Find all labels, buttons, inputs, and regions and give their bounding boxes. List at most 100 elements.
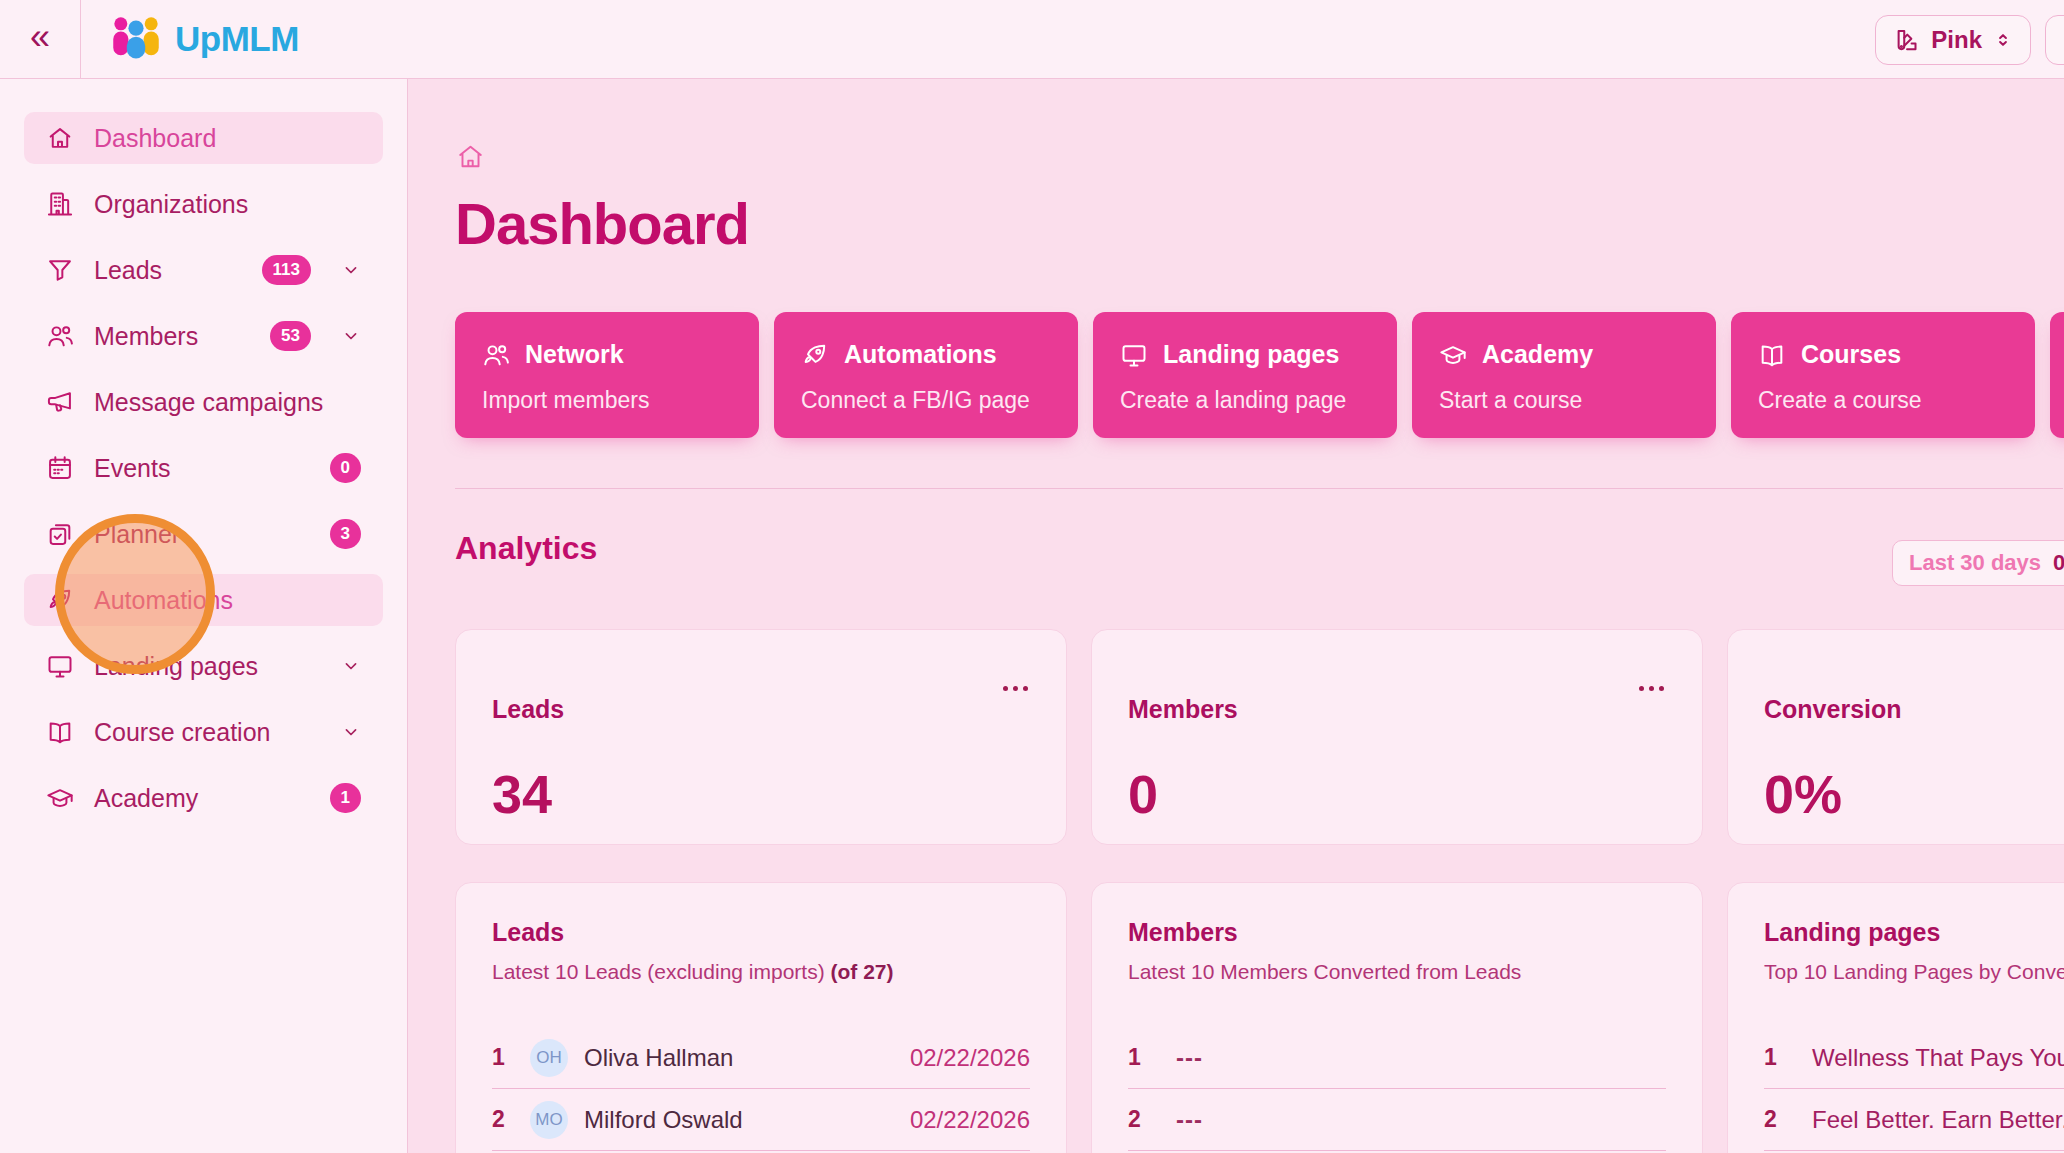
landing-page-title: Feel Better. Earn Better.	[1812, 1106, 2064, 1134]
quick-action-automations[interactable]: Automations Connect a FB/IG page	[774, 312, 1078, 438]
theme-select[interactable]: Pink	[1875, 15, 2031, 65]
lead-date: 02/22/2026	[910, 1106, 1030, 1134]
lead-row[interactable]: 2 MO Milford Oswald 02/22/2026	[492, 1089, 1030, 1151]
leads-count-badge: 113	[262, 255, 311, 285]
sidebar-item-label: Organizations	[94, 190, 248, 219]
landing-page-row[interactable]: 2 Feel Better. Earn Better.	[1764, 1089, 2064, 1151]
quick-action-cutoff[interactable]	[2050, 312, 2064, 438]
chevrons-up-down-icon	[1993, 30, 2013, 50]
chevrons-left-icon: «	[30, 19, 50, 55]
upmlm-logo-icon	[110, 15, 162, 63]
lead-row[interactable]: 1 OH Oliva Hallman 02/22/2026	[492, 1027, 1030, 1089]
landing-page-row[interactable]: 1 Wellness That Pays You Back	[1764, 1027, 2064, 1089]
sidebar-item-planner[interactable]: Planner 3	[24, 508, 383, 560]
sidebar-item-course-creation[interactable]: Course creation	[24, 706, 383, 758]
stat-card-members: Members 0	[1091, 629, 1703, 845]
avatar: MO	[530, 1101, 568, 1139]
sidebar-item-label: Automations	[94, 586, 233, 615]
lead-name: Oliva Hallman	[584, 1044, 733, 1072]
member-placeholder: ---	[1176, 1106, 1203, 1134]
sidebar-item-label: Landing pages	[94, 652, 258, 681]
sidebar-item-members[interactable]: Members 53	[24, 310, 383, 362]
stat-value: 0%	[1764, 764, 2064, 824]
lists-row: Leads Latest 10 Leads (excluding imports…	[455, 882, 2064, 1153]
breadcrumb-home-icon[interactable]	[455, 141, 486, 172]
member-placeholder: ---	[1176, 1044, 1203, 1072]
member-row[interactable]: 2 ---	[1128, 1089, 1666, 1151]
sidebar-item-label: Members	[94, 322, 198, 351]
sidebar-item-automations[interactable]: Automations	[24, 574, 383, 626]
app-name: UpMLM	[175, 19, 299, 59]
sidebar-item-label: Leads	[94, 256, 162, 285]
sidebar-item-label: Planner	[94, 520, 180, 549]
quick-action-title: Landing pages	[1163, 340, 1339, 369]
sidebar-item-label: Message campaigns	[94, 388, 323, 417]
users-icon	[46, 322, 74, 350]
row-number: 1	[1128, 1044, 1150, 1071]
stat-card-conversion: Conversion 0%	[1727, 629, 2064, 845]
quick-action-title: Network	[525, 340, 624, 369]
stat-title: Leads	[492, 694, 1026, 724]
chevron-down-icon[interactable]	[341, 326, 361, 346]
page-title: Dashboard	[455, 192, 2064, 256]
sidebar-item-landing-pages[interactable]: Landing pages	[24, 640, 383, 692]
quick-action-landing-pages[interactable]: Landing pages Create a landing page	[1093, 312, 1397, 438]
list-card-members: Members Latest 10 Members Converted from…	[1091, 882, 1703, 1153]
sidebar-item-label: Events	[94, 454, 170, 483]
sidebar-item-label: Course creation	[94, 718, 270, 747]
row-number: 1	[492, 1044, 514, 1071]
sidebar-item-organizations[interactable]: Organizations	[24, 178, 383, 230]
section-divider	[455, 488, 2063, 489]
theme-select-value: Pink	[1931, 26, 1982, 54]
chevron-down-icon[interactable]	[341, 722, 361, 742]
date-range-value: 01/2	[2053, 550, 2064, 576]
quick-action-subtitle: Import members	[482, 387, 732, 414]
row-number: 2	[1128, 1106, 1150, 1133]
list-subtitle: Latest 10 Members Converted from Leads	[1128, 959, 1666, 985]
quick-actions-row: Network Import members Automations Conne…	[455, 312, 2064, 438]
funnel-icon	[46, 256, 74, 284]
swatch-book-icon	[1893, 27, 1920, 54]
graduation-cap-icon	[46, 784, 74, 812]
stat-card-leads: Leads 34	[455, 629, 1067, 845]
quick-action-subtitle: Create a landing page	[1120, 387, 1370, 414]
ellipsis-menu-icon[interactable]	[1003, 686, 1028, 691]
analytics-heading: Analytics	[455, 527, 2064, 569]
quick-action-subtitle: Start a course	[1439, 387, 1689, 414]
chevron-down-icon[interactable]	[341, 260, 361, 280]
quick-action-academy[interactable]: Academy Start a course	[1412, 312, 1716, 438]
sidebar-item-dashboard[interactable]: Dashboard	[24, 112, 383, 164]
calendar-icon	[46, 454, 74, 482]
monitor-icon	[46, 652, 74, 680]
chevron-down-icon[interactable]	[341, 656, 361, 676]
quick-action-courses[interactable]: Courses Create a course	[1731, 312, 2035, 438]
users-icon	[482, 341, 510, 369]
row-number: 2	[1764, 1106, 1786, 1133]
avatar: OH	[530, 1039, 568, 1077]
main-content: Dashboard Network Import members Automat…	[408, 79, 2064, 1153]
sidebar-collapse-button[interactable]: «	[0, 0, 81, 78]
ellipsis-menu-icon[interactable]	[1639, 686, 1664, 691]
rocket-icon	[46, 586, 74, 614]
planner-count-badge: 3	[330, 519, 361, 549]
quick-action-network[interactable]: Network Import members	[455, 312, 759, 438]
lead-date: 02/22/2026	[910, 1044, 1030, 1072]
sidebar-item-academy[interactable]: Academy 1	[24, 772, 383, 824]
date-range-picker[interactable]: Last 30 days 01/2	[1892, 540, 2064, 586]
quick-action-title: Courses	[1801, 340, 1901, 369]
topbar-cutoff-button[interactable]	[2045, 15, 2064, 65]
app-logo[interactable]: UpMLM	[110, 15, 299, 63]
lead-name: Milford Oswald	[584, 1106, 743, 1134]
sidebar-item-leads[interactable]: Leads 113	[24, 244, 383, 296]
sidebar-item-events[interactable]: Events 0	[24, 442, 383, 494]
planner-check-icon	[46, 520, 74, 548]
sidebar-item-message-campaigns[interactable]: Message campaigns	[24, 376, 383, 428]
member-row[interactable]: 1 ---	[1128, 1027, 1666, 1089]
book-open-icon	[1758, 341, 1786, 369]
list-title: Members	[1128, 917, 1666, 947]
landing-page-title: Wellness That Pays You Back	[1812, 1044, 2064, 1072]
members-count-badge: 53	[270, 321, 311, 351]
list-card-landing-pages: Landing pages Top 10 Landing Pages by Co…	[1727, 882, 2064, 1153]
list-subtitle: Top 10 Landing Pages by Convers	[1764, 959, 2064, 985]
list-title: Leads	[492, 917, 1030, 947]
